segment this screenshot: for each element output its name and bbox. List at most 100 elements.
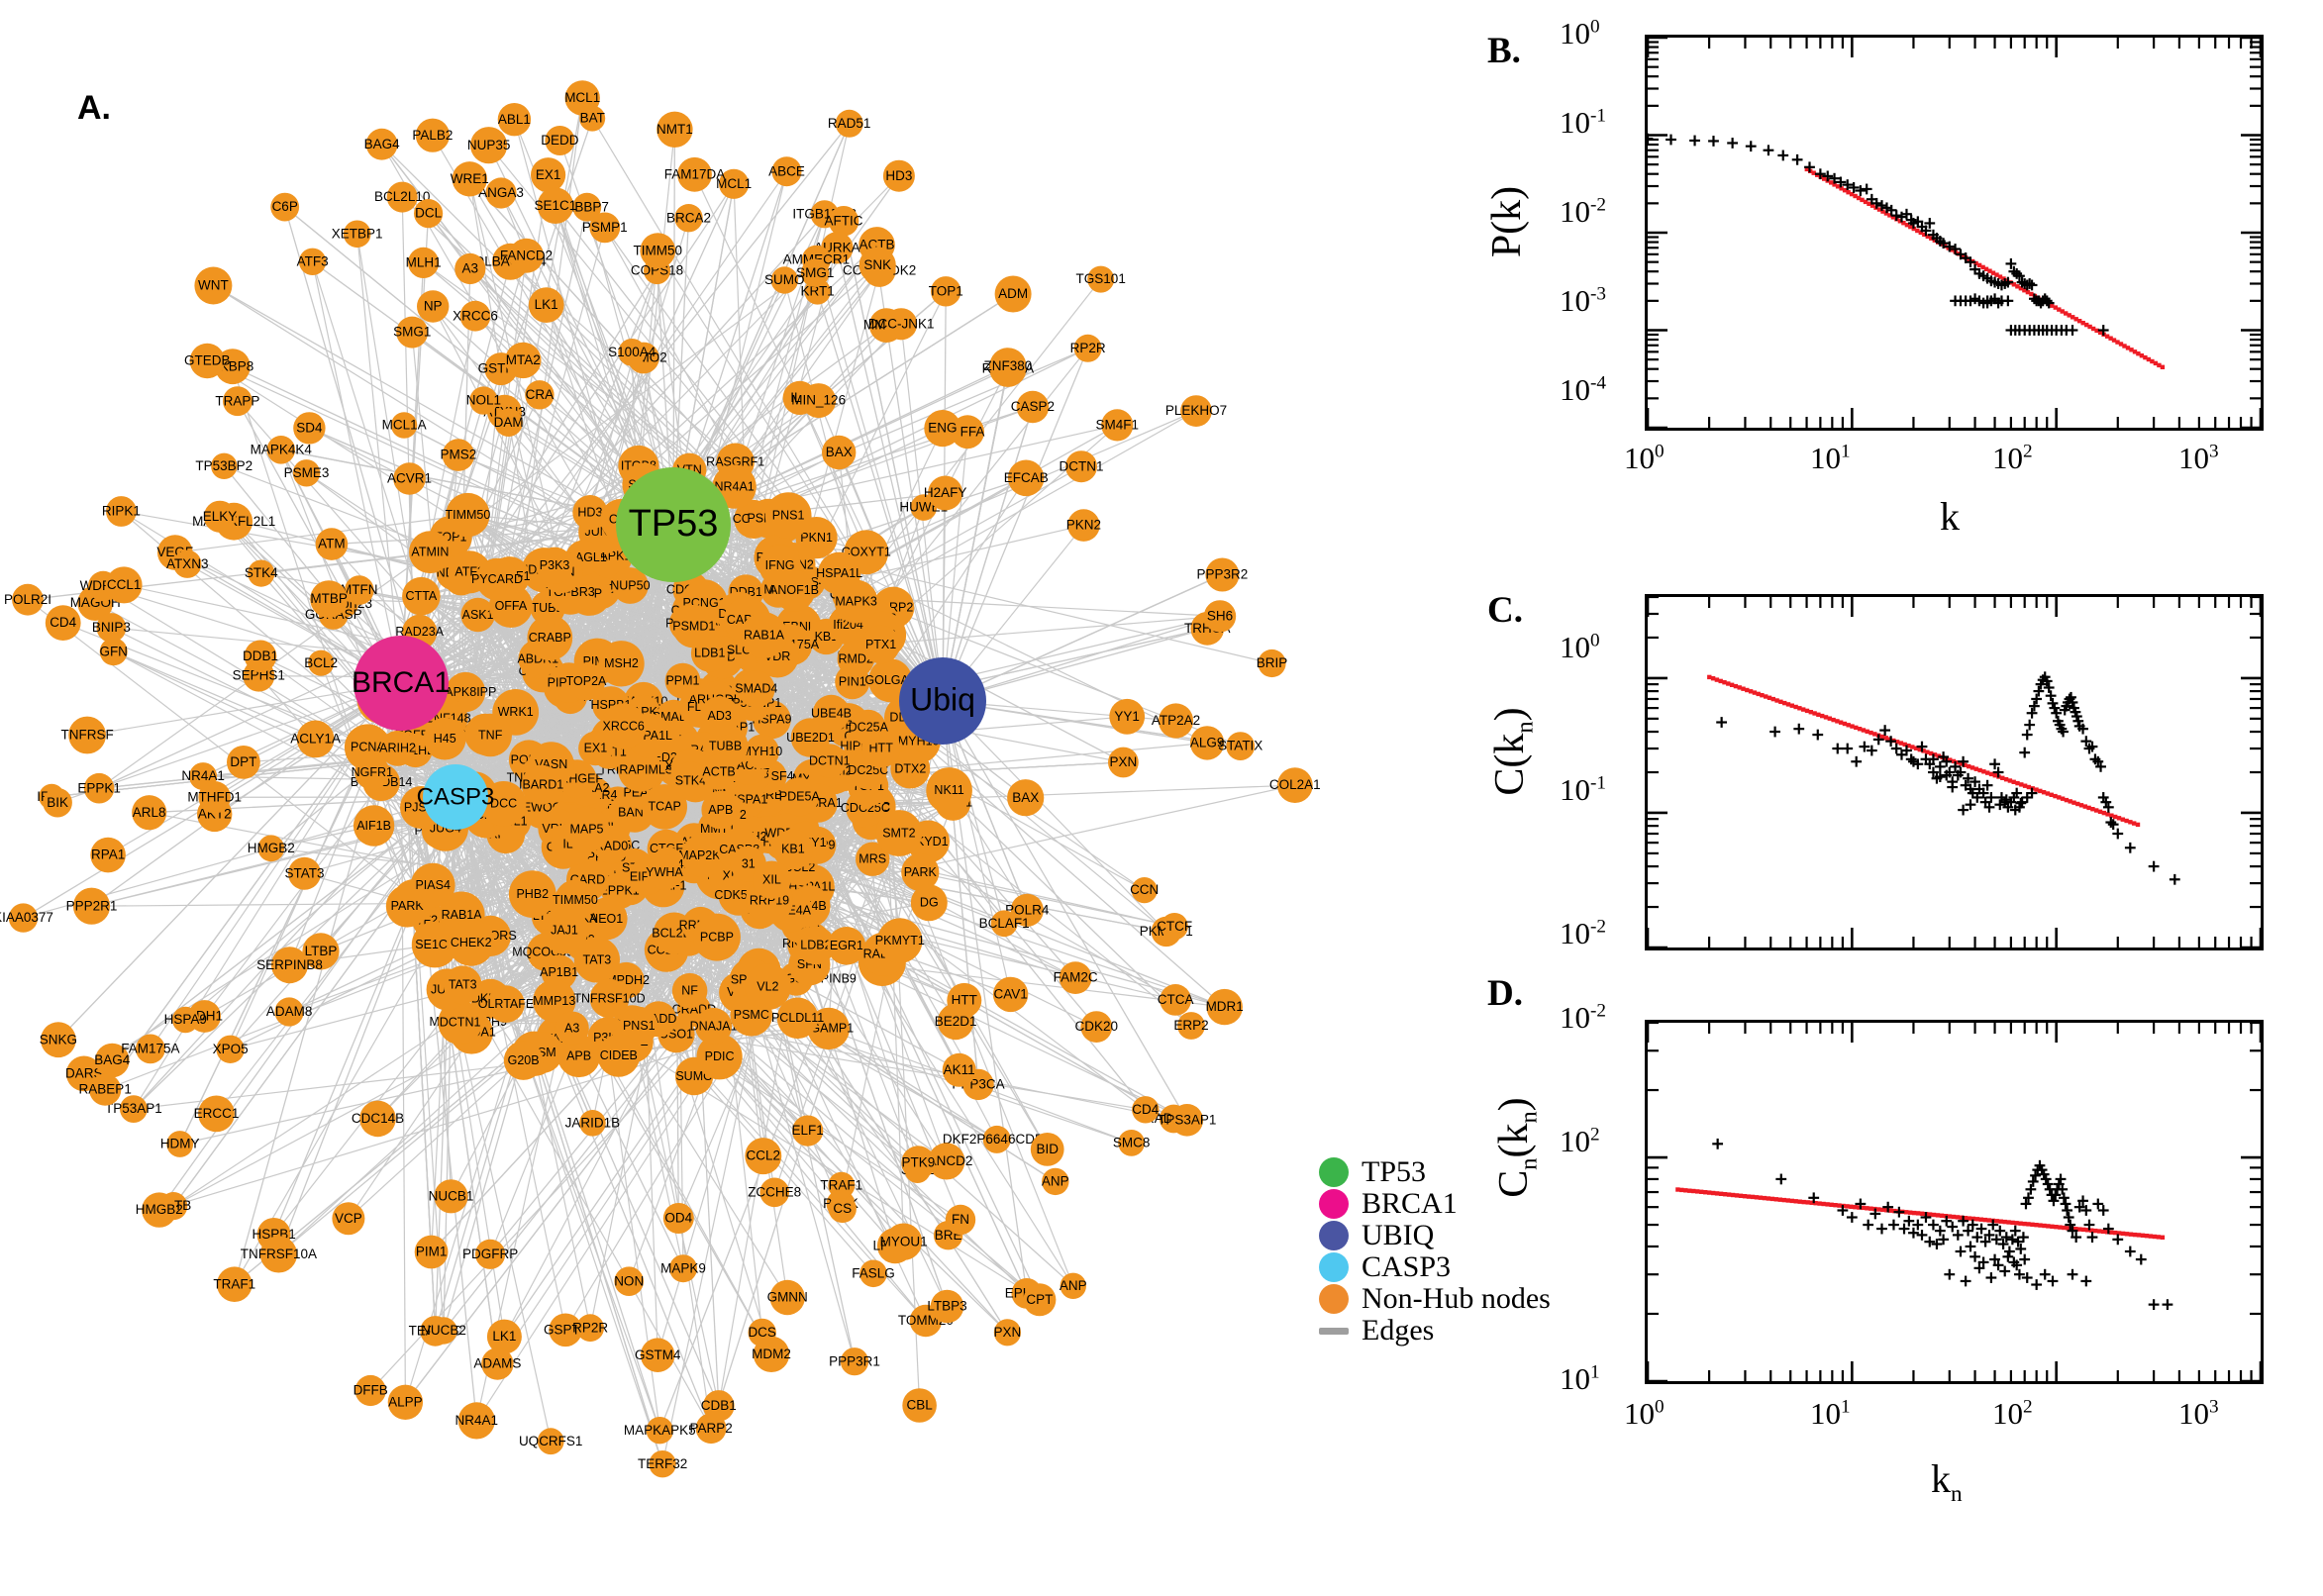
node-circle[interactable] bbox=[885, 308, 918, 341]
node-circle[interactable] bbox=[90, 837, 126, 873]
node-circle[interactable] bbox=[1158, 703, 1194, 739]
node-circle[interactable] bbox=[96, 613, 127, 643]
node-circle[interactable] bbox=[618, 339, 647, 366]
node-circle[interactable] bbox=[890, 748, 931, 789]
node-circle[interactable] bbox=[508, 870, 556, 918]
node-circle[interactable] bbox=[503, 1041, 544, 1080]
network-node[interactable]: MDR1 bbox=[1206, 988, 1244, 1026]
node-circle[interactable] bbox=[310, 580, 348, 618]
node-circle[interactable] bbox=[744, 734, 779, 769]
node-circle[interactable] bbox=[414, 199, 444, 229]
node-circle[interactable] bbox=[446, 492, 490, 538]
network-node[interactable]: EX1 bbox=[531, 157, 566, 193]
node-circle[interactable] bbox=[549, 1313, 582, 1347]
node-circle[interactable] bbox=[695, 1007, 733, 1046]
node-circle[interactable] bbox=[858, 247, 896, 284]
node-circle[interactable] bbox=[672, 604, 716, 648]
network-node[interactable]: WRE1 bbox=[451, 161, 489, 197]
network-node[interactable]: FAM17DA bbox=[664, 156, 726, 192]
network-node[interactable]: CIDEB bbox=[597, 1034, 641, 1077]
network-node[interactable]: PTK9 bbox=[901, 1146, 936, 1180]
node-circle[interactable] bbox=[315, 528, 349, 560]
node-circle[interactable] bbox=[877, 918, 923, 963]
node-circle[interactable] bbox=[796, 926, 836, 965]
network-node[interactable]: RIPK1 bbox=[102, 496, 141, 527]
network-node[interactable]: CTCA bbox=[1158, 984, 1194, 1016]
node-circle[interactable] bbox=[198, 781, 231, 814]
network-node[interactable]: BAG4 bbox=[364, 128, 401, 160]
node-circle[interactable] bbox=[72, 887, 111, 925]
node-circle[interactable] bbox=[1101, 409, 1134, 442]
network-node[interactable]: OFFA bbox=[488, 584, 533, 628]
node-circle[interactable] bbox=[460, 597, 495, 633]
network-node[interactable]: C6P bbox=[270, 192, 300, 222]
network-node[interactable]: DPT bbox=[227, 746, 260, 779]
node-circle[interactable] bbox=[745, 1138, 782, 1175]
node-circle[interactable] bbox=[1007, 779, 1045, 817]
node-circle[interactable] bbox=[1258, 648, 1286, 678]
node-circle[interactable] bbox=[1080, 1011, 1113, 1043]
network-node[interactable]: PIAS4 bbox=[410, 862, 455, 908]
node-circle[interactable] bbox=[555, 879, 596, 922]
node-circle[interactable] bbox=[132, 795, 167, 831]
network-node[interactable]: HDMY bbox=[160, 1131, 200, 1157]
network-node[interactable]: PXN bbox=[1108, 747, 1139, 778]
node-circle[interactable] bbox=[353, 805, 395, 847]
network-node[interactable]: SNK bbox=[858, 247, 896, 284]
node-circle[interactable] bbox=[390, 412, 418, 439]
node-circle[interactable] bbox=[99, 638, 128, 666]
node-circle[interactable] bbox=[257, 835, 285, 862]
node-circle[interactable] bbox=[674, 204, 703, 233]
network-node[interactable]: SMT2 bbox=[875, 810, 923, 856]
node-circle[interactable] bbox=[1131, 877, 1158, 904]
node-circle[interactable] bbox=[990, 910, 1018, 938]
node-circle[interactable] bbox=[589, 212, 621, 244]
node-circle[interactable] bbox=[1206, 988, 1243, 1026]
network-node[interactable]: KIAA0377 bbox=[0, 903, 53, 933]
node-circle[interactable] bbox=[993, 1319, 1021, 1347]
node-circle[interactable] bbox=[525, 380, 555, 410]
node-circle[interactable] bbox=[671, 761, 710, 800]
node-circle[interactable] bbox=[1023, 1283, 1057, 1317]
node-circle[interactable] bbox=[769, 1279, 805, 1316]
node-circle[interactable] bbox=[172, 1006, 199, 1034]
node-circle[interactable] bbox=[166, 1131, 194, 1157]
network-node[interactable]: TP53BP2 bbox=[195, 452, 252, 479]
node-circle[interactable] bbox=[703, 1390, 735, 1422]
network-node[interactable]: CCL2 bbox=[745, 1138, 782, 1175]
network-node[interactable]: VCP bbox=[332, 1202, 365, 1236]
node-circle[interactable] bbox=[800, 258, 830, 288]
node-circle[interactable] bbox=[579, 1110, 606, 1137]
node-circle[interactable] bbox=[434, 1179, 468, 1214]
node-circle[interactable] bbox=[414, 1235, 449, 1269]
node-circle[interactable] bbox=[486, 1319, 522, 1354]
node-circle[interactable] bbox=[597, 1034, 641, 1077]
network-node[interactable]: CS bbox=[828, 1194, 857, 1224]
network-node[interactable]: A3 bbox=[454, 252, 486, 285]
node-circle[interactable] bbox=[45, 605, 81, 641]
node-circle[interactable] bbox=[555, 1011, 589, 1046]
node-circle[interactable] bbox=[584, 897, 628, 941]
node-circle[interactable] bbox=[692, 913, 741, 961]
network-node[interactable]: NK11 bbox=[926, 767, 972, 814]
node-circle[interactable] bbox=[343, 220, 371, 249]
node-circle[interactable] bbox=[194, 266, 233, 305]
node-circle[interactable] bbox=[470, 127, 508, 164]
node-circle[interactable] bbox=[579, 105, 606, 132]
node-circle[interactable] bbox=[537, 1428, 564, 1455]
node-circle[interactable] bbox=[393, 462, 426, 495]
network-node[interactable]: TERF32 bbox=[638, 1450, 687, 1478]
node-circle[interactable] bbox=[612, 567, 649, 604]
node-circle[interactable] bbox=[573, 937, 621, 983]
node-circle[interactable] bbox=[494, 408, 523, 438]
node-circle[interactable] bbox=[1161, 913, 1188, 941]
network-node[interactable]: H45 bbox=[423, 717, 466, 760]
node-circle[interactable] bbox=[792, 1115, 824, 1147]
node-circle[interactable] bbox=[459, 300, 491, 332]
network-node[interactable]: ANP bbox=[1042, 1167, 1069, 1196]
node-circle[interactable] bbox=[642, 784, 687, 830]
node-circle[interactable] bbox=[812, 744, 848, 778]
node-circle[interactable] bbox=[669, 1254, 697, 1283]
network-node[interactable]: ATM bbox=[315, 528, 349, 560]
node-circle[interactable] bbox=[1073, 334, 1102, 362]
